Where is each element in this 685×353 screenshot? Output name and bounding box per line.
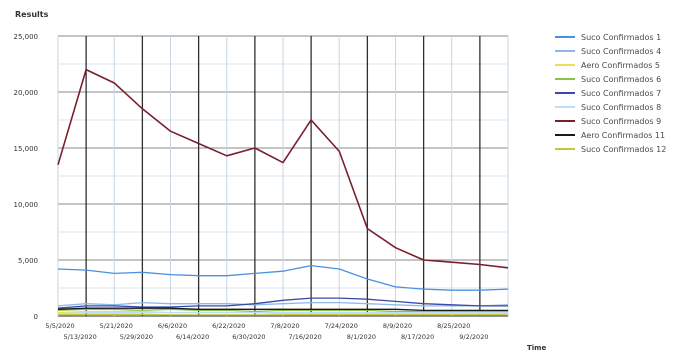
legend-swatch — [555, 36, 575, 38]
legend-swatch — [555, 50, 575, 52]
legend-swatch — [555, 64, 575, 66]
x-tick-label: 5/21/2020 — [100, 322, 133, 330]
x-tick-label: 6/6/2020 — [158, 322, 187, 330]
x-tick-label: 8/17/2020 — [401, 333, 434, 341]
legend-item: Suco Confirmados 6 — [555, 72, 683, 86]
x-tick-label: 7/8/2020 — [270, 322, 299, 330]
legend-swatch — [555, 78, 575, 80]
legend-label: Suco Confirmados 4 — [581, 46, 662, 56]
series-line-3 — [57, 310, 508, 315]
legend-item: Suco Confirmados 7 — [555, 86, 683, 100]
legend-item: Suco Confirmados 1 — [555, 30, 683, 44]
x-tick-label: 5/5/2020 — [45, 322, 74, 330]
legend-label: Suco Confirmados 7 — [581, 88, 662, 98]
series-line-5 — [57, 297, 508, 309]
legend-item: Suco Confirmados 9 — [555, 114, 683, 128]
series-line-1 — [57, 264, 509, 291]
x-tick-label: 5/13/2020 — [63, 333, 96, 341]
x-tick-label: 9/2/2020 — [459, 333, 488, 341]
y-tick-label: 15,000 — [14, 145, 39, 153]
legend-item: Suco Confirmados 4 — [555, 44, 683, 58]
series-line-8 — [57, 307, 508, 312]
legend-label: Suco Confirmados 9 — [581, 116, 662, 126]
legend-label: Aero Confirmados 11 — [581, 130, 666, 140]
legend-swatch — [555, 148, 575, 150]
legend-item: Aero Confirmados 5 — [555, 58, 683, 72]
series-lines — [57, 68, 509, 316]
legend-item: Suco Confirmados 8 — [555, 100, 683, 114]
series-line-2 — [57, 301, 509, 307]
x-tick-label: 5/29/2020 — [120, 333, 153, 341]
x-tick-label: 8/1/2020 — [347, 333, 376, 341]
series-line-4 — [57, 308, 508, 313]
legend-swatch — [555, 92, 575, 94]
x-tick-label: 6/22/2020 — [212, 322, 245, 330]
legend-label: Suco Confirmados 12 — [581, 144, 667, 154]
x-tick-label: 6/30/2020 — [232, 333, 265, 341]
series-line-6 — [57, 311, 508, 315]
x-tick-label: 8/9/2020 — [383, 322, 412, 330]
legend-label: Aero Confirmados 5 — [581, 60, 661, 70]
y-tick-label: 25,000 — [14, 33, 39, 41]
x-tick-label: 6/14/2020 — [176, 333, 209, 341]
labels: Results Time 0 5,000 10,000 15,000 20,000 25,… — [14, 10, 547, 352]
legend-swatch — [555, 120, 575, 122]
y-tick-label: 20,000 — [14, 89, 39, 97]
legend-label: Suco Confirmados 8 — [581, 102, 662, 112]
x-tick-label: 7/24/2020 — [325, 322, 358, 330]
y-tick-label: 5,000 — [18, 257, 38, 265]
x-tick-label: 7/16/2020 — [288, 333, 321, 341]
legend-label: Suco Confirmados 1 — [581, 32, 662, 42]
y-tick-label: 10,000 — [14, 201, 39, 209]
y-axis-label: Results — [15, 10, 49, 19]
legend-item: Suco Confirmados 12 — [555, 142, 683, 156]
y-tick-label: 0 — [34, 313, 38, 321]
x-tick-label: 8/25/2020 — [437, 322, 470, 330]
x-axis-label: Time — [527, 344, 546, 352]
legend-swatch — [555, 134, 575, 136]
grid — [57, 35, 509, 317]
series-line-7 — [57, 68, 509, 269]
legend-item: Aero Confirmados 11 — [555, 128, 683, 142]
legend: Suco Confirmados 1 Suco Confirmados 4 Aero… — [555, 30, 683, 156]
legend-label: Suco Confirmados 6 — [581, 74, 662, 84]
series-line-9 — [57, 313, 508, 316]
legend-swatch — [555, 106, 575, 108]
